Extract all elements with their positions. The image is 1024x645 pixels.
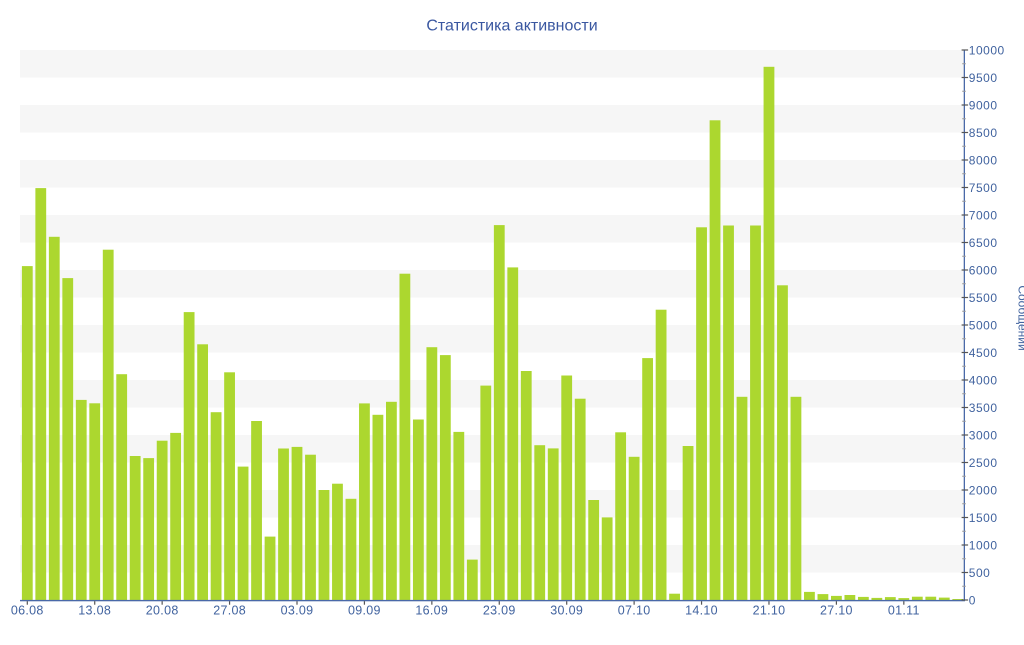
svg-text:4500: 4500 [969, 346, 998, 360]
svg-text:9500: 9500 [969, 71, 998, 85]
svg-text:8500: 8500 [969, 126, 998, 140]
svg-text:2500: 2500 [969, 456, 998, 470]
svg-text:6500: 6500 [969, 236, 998, 250]
svg-text:7500: 7500 [969, 181, 998, 195]
svg-text:Сообщений: Сообщений [1016, 285, 1024, 350]
svg-text:5000: 5000 [969, 318, 998, 332]
svg-text:3000: 3000 [969, 428, 998, 442]
svg-text:1000: 1000 [969, 538, 998, 552]
svg-text:6000: 6000 [969, 263, 998, 277]
svg-text:4000: 4000 [969, 373, 998, 387]
svg-text:10000: 10000 [969, 43, 1005, 57]
svg-text:16.09: 16.09 [415, 604, 448, 618]
svg-text:27.08: 27.08 [213, 604, 246, 618]
svg-text:5500: 5500 [969, 291, 998, 305]
svg-text:27.10: 27.10 [820, 604, 853, 618]
svg-text:21.10: 21.10 [753, 604, 786, 618]
svg-text:20.08: 20.08 [146, 604, 179, 618]
svg-text:1500: 1500 [969, 511, 998, 525]
svg-text:30.09: 30.09 [550, 604, 583, 618]
svg-text:07.10: 07.10 [618, 604, 651, 618]
svg-text:13.08: 13.08 [78, 604, 111, 618]
svg-text:06.08: 06.08 [11, 604, 44, 618]
svg-text:9000: 9000 [969, 98, 998, 112]
svg-text:14.10: 14.10 [685, 604, 718, 618]
svg-text:09.09: 09.09 [348, 604, 381, 618]
svg-text:500: 500 [969, 566, 991, 580]
svg-text:0: 0 [969, 593, 976, 607]
svg-text:Статистика активности: Статистика активности [426, 18, 597, 35]
svg-text:03.09: 03.09 [281, 604, 314, 618]
svg-text:8000: 8000 [969, 153, 998, 167]
svg-text:01.11: 01.11 [888, 604, 920, 618]
svg-text:23.09: 23.09 [483, 604, 516, 618]
svg-text:2000: 2000 [969, 483, 998, 497]
svg-text:7000: 7000 [969, 208, 998, 222]
svg-text:3500: 3500 [969, 401, 998, 415]
